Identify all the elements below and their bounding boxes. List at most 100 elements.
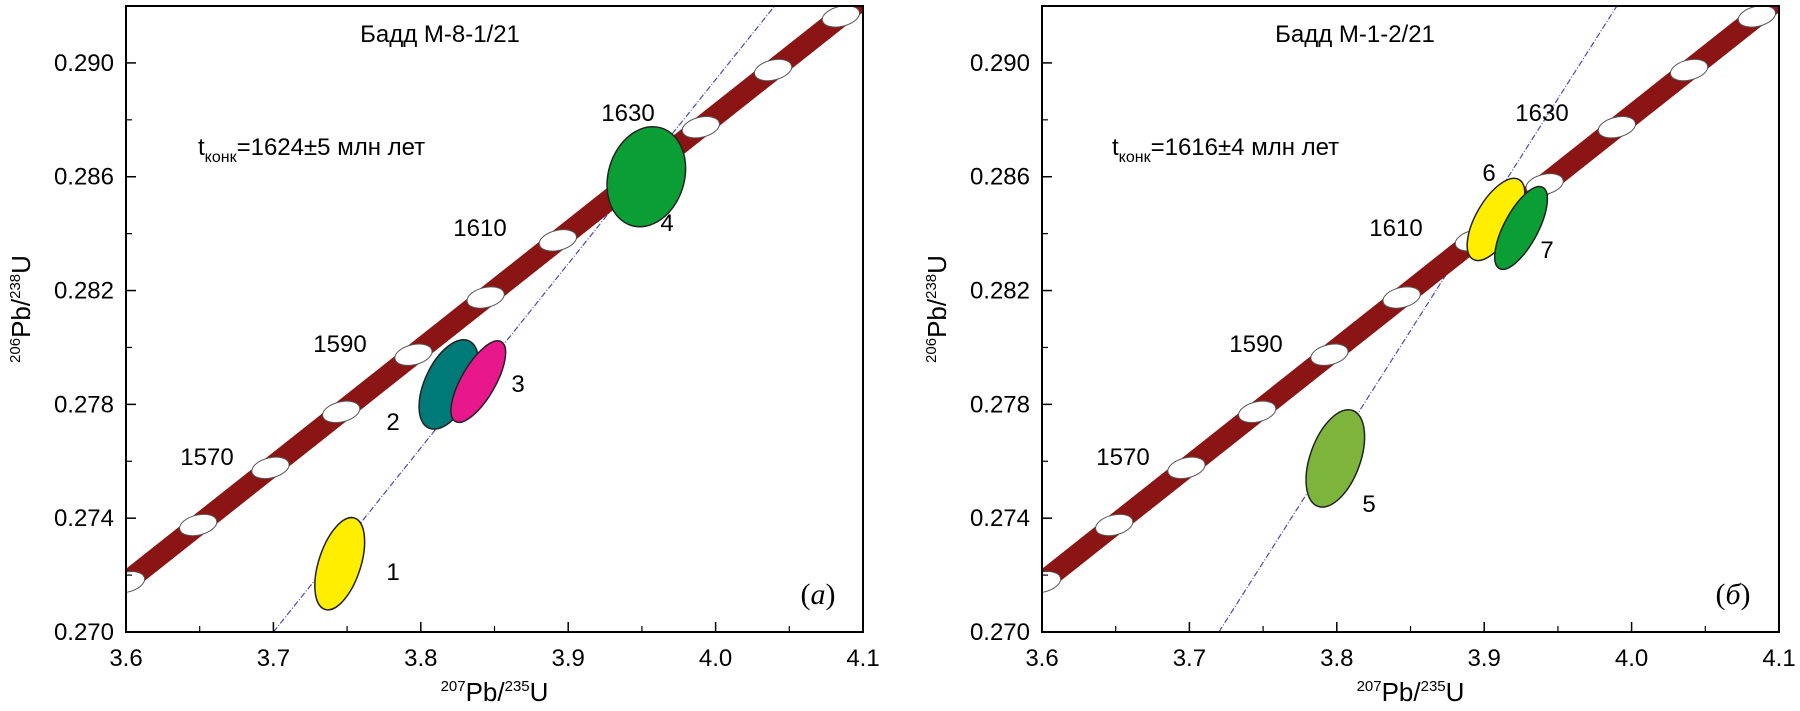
concordia-age-marker — [1669, 58, 1709, 82]
concordia-age-text: tконк=1624±5 млн лет — [198, 134, 425, 166]
concordia-age-label: 1590 — [1229, 331, 1282, 358]
plot-title: Бадд М-8-1/21 — [360, 21, 520, 48]
age-text-value: =1616±4 млн лет — [1151, 134, 1340, 161]
panel-label-close: ) — [826, 578, 836, 611]
data-ellipse-1 — [314, 516, 366, 611]
ellipse-label-7: 7 — [1540, 237, 1553, 264]
plot-frame — [1041, 5, 1780, 633]
y-axis-label-base: U — [922, 255, 952, 274]
x-tick-label: 3.7 — [257, 645, 290, 672]
plot-area — [126, 6, 863, 632]
ellipse-label-1: 1 — [386, 559, 399, 586]
y-axis-label-base: Pb/ — [922, 298, 952, 338]
panel-label-close: ) — [1741, 578, 1751, 611]
concordia-age-marker — [1310, 343, 1349, 366]
y-tick-label: 0.274 — [54, 505, 114, 532]
concordia-age-marker — [681, 116, 720, 139]
x-axis-label: 207Pb/235U — [441, 677, 549, 707]
concordia-age-label: 1630 — [1515, 100, 1568, 127]
concordia-age-label: 1590 — [313, 331, 366, 358]
y-tick-label: 0.282 — [54, 278, 114, 305]
concordia-age-label: 1610 — [1369, 215, 1422, 242]
concordia-age-marker — [1238, 400, 1277, 424]
x-axis-label: 207Pb/235U — [1357, 677, 1465, 707]
concordia-age-label: 1630 — [601, 100, 654, 127]
panel-label-open: ( — [1715, 578, 1725, 611]
concordia-age-marker — [466, 286, 505, 309]
concordia-age-text: tконк=1616±4 млн лет — [1112, 134, 1339, 166]
concordia-age-marker — [1167, 456, 1206, 480]
concordia-age-marker — [538, 229, 578, 252]
ellipse-label-4: 4 — [660, 210, 673, 237]
x-tick-label: 3.6 — [109, 645, 142, 672]
x-tick-label: 4.1 — [846, 645, 879, 672]
data-ellipse-7 — [1494, 185, 1549, 271]
x-tick-label: 4.0 — [1615, 645, 1648, 672]
y-tick-label: 0.286 — [54, 164, 114, 191]
x-axis-label-sup: 235 — [1421, 678, 1446, 695]
ellipse-label-5: 5 — [1362, 491, 1375, 518]
y-tick-label: 0.278 — [54, 391, 114, 418]
x-axis-label-sup: 207 — [1357, 678, 1382, 695]
y-tick-label: 0.270 — [970, 619, 1030, 646]
plot-area — [1042, 6, 1779, 632]
plot-frame — [125, 5, 864, 633]
y-axis-label-sup: 238 — [923, 274, 940, 299]
x-tick-label: 3.7 — [1173, 645, 1206, 672]
age-text-value: =1624±5 млн лет — [237, 134, 426, 161]
ellipse-label-6: 6 — [1482, 160, 1495, 187]
y-tick-label: 0.290 — [970, 50, 1030, 77]
x-axis-label-sup: 207 — [441, 678, 466, 695]
y-tick-label: 0.278 — [970, 391, 1030, 418]
data-ellipse-5 — [1305, 408, 1366, 508]
y-axis-label-base: Pb/ — [6, 298, 36, 338]
panel-a: 3.6 3.7 3.8 3.9 4.0 4.1 0.270 0.274 0.278 0.282 0.… — [6, 5, 880, 707]
concordia-age-marker — [179, 513, 218, 537]
age-text-t: t — [1112, 134, 1119, 161]
y-axis-label-sup: 206 — [923, 338, 940, 363]
y-axis-label-base: U — [6, 255, 36, 274]
ellipse-label-2: 2 — [386, 409, 399, 436]
x-axis-label-sup: 235 — [505, 678, 530, 695]
age-text-t: t — [198, 134, 205, 161]
y-tick-label: 0.282 — [970, 278, 1030, 305]
panel-label-open: ( — [801, 578, 811, 611]
age-text-subscript: конк — [205, 149, 238, 166]
discordia-line — [1218, 6, 1618, 632]
x-axis-label-base: U — [1446, 677, 1465, 707]
concordia-age-label: 1610 — [453, 215, 506, 242]
concordia-age-marker — [1095, 513, 1134, 537]
y-axis-label-sup: 238 — [7, 274, 24, 299]
concordia-age-label: 1570 — [180, 444, 233, 471]
concordia-age-marker — [753, 58, 793, 82]
x-tick-label: 3.6 — [1025, 645, 1058, 672]
ellipse-label-3: 3 — [511, 371, 524, 398]
y-tick-label: 0.286 — [970, 164, 1030, 191]
x-axis-label-base: U — [530, 677, 549, 707]
panel-label-letter: б — [1725, 578, 1741, 611]
panel-label-letter: а — [811, 578, 826, 611]
concordia-age-marker — [251, 456, 290, 480]
age-text-subscript: конк — [1119, 149, 1152, 166]
x-tick-label: 3.9 — [1468, 645, 1501, 672]
y-axis-label: 206Pb/238U — [922, 255, 952, 363]
y-tick-label: 0.270 — [54, 619, 114, 646]
panel-label: (а) — [801, 578, 836, 611]
x-axis-label-base: Pb/ — [466, 677, 506, 707]
x-axis-label-base: Pb/ — [1382, 677, 1422, 707]
plot-title: Бадд М-1-2/21 — [1275, 21, 1435, 48]
y-tick-label: 0.274 — [970, 505, 1030, 532]
concordia-age-marker — [1597, 116, 1636, 139]
panel-b: 3.6 3.7 3.8 3.9 4.0 4.1 0.270 0.274 0.278 0.282 0.… — [922, 5, 1796, 707]
concordia-age-marker — [322, 400, 361, 424]
y-axis-label-sup: 206 — [7, 338, 24, 363]
x-tick-label: 3.9 — [552, 645, 585, 672]
concordia-age-marker — [126, 571, 146, 594]
data-ellipse-4 — [606, 125, 687, 228]
y-tick-label: 0.290 — [54, 50, 114, 77]
y-axis-label: 206Pb/238U — [6, 255, 36, 363]
x-tick-label: 4.1 — [1762, 645, 1795, 672]
concordia-age-marker — [1042, 571, 1062, 594]
concordia-age-marker — [1382, 286, 1421, 309]
